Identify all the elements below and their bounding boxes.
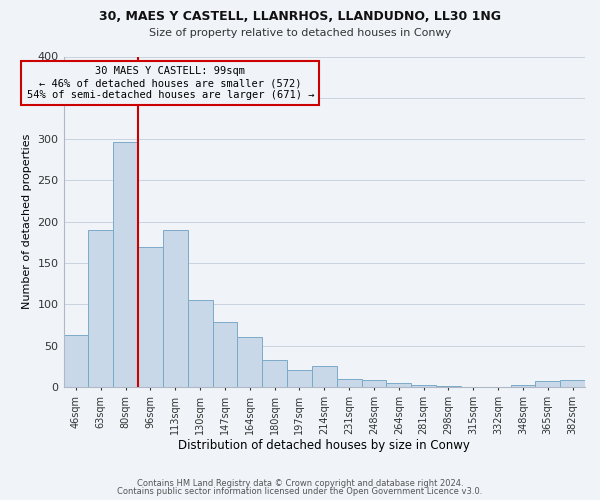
Text: 30, MAES Y CASTELL, LLANRHOS, LLANDUDNO, LL30 1NG: 30, MAES Y CASTELL, LLANRHOS, LLANDUDNO,…: [99, 10, 501, 23]
Y-axis label: Number of detached properties: Number of detached properties: [22, 134, 32, 310]
Bar: [535, 382, 560, 387]
Bar: [262, 360, 287, 387]
Text: Contains public sector information licensed under the Open Government Licence v3: Contains public sector information licen…: [118, 487, 482, 496]
Text: Contains HM Land Registry data © Crown copyright and database right 2024.: Contains HM Land Registry data © Crown c…: [137, 478, 463, 488]
Bar: [163, 230, 188, 387]
Bar: [362, 380, 386, 387]
X-axis label: Distribution of detached houses by size in Conwy: Distribution of detached houses by size …: [178, 440, 470, 452]
Bar: [560, 380, 585, 387]
Text: Size of property relative to detached houses in Conwy: Size of property relative to detached ho…: [149, 28, 451, 38]
Bar: [411, 386, 436, 387]
Bar: [212, 322, 238, 387]
Bar: [386, 383, 411, 387]
Bar: [337, 379, 362, 387]
Bar: [188, 300, 212, 387]
Bar: [238, 338, 262, 387]
Text: 30 MAES Y CASTELL: 99sqm
← 46% of detached houses are smaller (572)
54% of semi-: 30 MAES Y CASTELL: 99sqm ← 46% of detach…: [26, 66, 314, 100]
Bar: [88, 230, 113, 387]
Bar: [312, 366, 337, 387]
Bar: [113, 142, 138, 387]
Bar: [436, 386, 461, 387]
Bar: [511, 386, 535, 387]
Bar: [287, 370, 312, 387]
Bar: [138, 246, 163, 387]
Bar: [64, 335, 88, 387]
